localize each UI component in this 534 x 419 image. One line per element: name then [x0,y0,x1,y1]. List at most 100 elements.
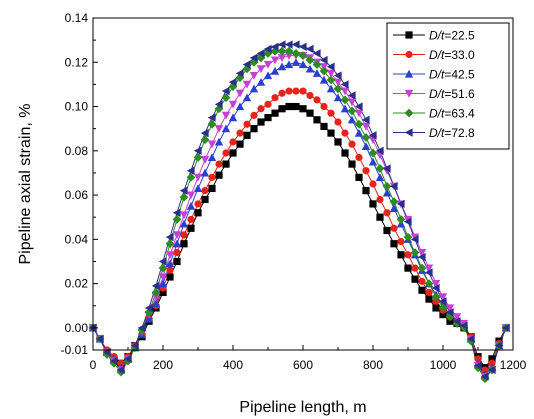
data-point [326,62,335,71]
legend-label: D/t=42.5 [429,68,475,82]
data-point [200,135,210,145]
series-markers [88,40,511,384]
data-point [277,40,286,49]
data-point [256,77,266,86]
x-tick-label: 200 [153,358,173,372]
y-tick-label: 0.10 [65,100,89,114]
data-point [312,49,321,58]
data-point [299,87,307,95]
y-tick-label: 0.00 [65,321,89,335]
data-point [480,372,489,381]
data-point [229,149,237,157]
data-point [242,64,252,74]
data-point [214,104,224,114]
data-point [438,297,447,306]
data-point [305,64,315,73]
data-point [369,180,377,188]
data-point [375,173,385,181]
data-point [284,40,293,49]
data-point [271,94,279,102]
data-point [431,283,440,293]
data-point [291,58,301,66]
data-point [242,80,252,89]
data-point [355,153,363,162]
data-point [375,146,384,155]
data-point [137,323,146,333]
data-point [222,160,230,168]
data-point [452,313,462,321]
data-point [193,184,203,193]
data-point [445,308,454,317]
data-point [144,303,153,313]
data-point [439,310,447,319]
data-point [333,71,342,80]
data-point [249,84,259,93]
data-point [438,303,448,313]
legend-label: D/t=33.0 [429,48,475,62]
data-point [389,182,398,191]
data-point [494,341,503,350]
data-point [383,226,391,235]
data-point [452,317,461,326]
data-point [242,93,252,102]
data-point [347,98,357,107]
data-point [418,277,426,285]
data-point [340,95,350,105]
data-point [200,128,209,138]
data-point [298,51,308,61]
data-point [270,56,280,65]
data-point [410,248,420,258]
data-point [284,46,294,56]
data-point [263,60,273,69]
y-axis-title: Pipeline axial strain, % [17,104,34,265]
data-point [319,66,329,76]
data-point [334,118,342,126]
data-point [207,119,217,129]
legend-label: D/t=72.8 [429,126,475,140]
data-point [249,57,259,67]
data-point [355,173,363,181]
data-point [193,153,203,162]
data-point [411,275,419,283]
legend-marker [404,128,413,137]
data-point [277,54,287,63]
data-point [347,91,356,100]
data-point [172,208,181,217]
data-point [397,237,405,246]
x-tick-label: 400 [223,358,243,372]
data-point [376,195,384,204]
data-point [298,60,308,69]
data-point [284,60,294,69]
data-point [214,100,223,109]
data-point [179,186,188,195]
data-point [417,252,426,262]
data-point [354,102,363,111]
data-point [229,138,237,146]
data-point [109,356,118,366]
data-point [417,263,427,273]
data-point [361,122,371,131]
data-point [207,153,217,162]
data-point [165,239,175,249]
data-point [243,131,251,139]
data-point [326,75,336,85]
data-point [277,62,287,71]
data-point [375,164,385,173]
legend-marker [405,31,413,39]
data-point [130,341,139,350]
data-point [257,118,265,126]
data-point [278,105,286,113]
legend-label: D/t=51.6 [429,87,475,101]
data-point [222,149,230,157]
data-point [424,268,433,277]
data-point [291,49,301,58]
data-point [334,138,342,146]
data-point [235,73,245,83]
data-point [382,181,392,191]
data-point [221,93,231,103]
data-point [207,113,216,122]
data-point [306,109,314,117]
data-point [235,89,245,98]
legend-box [386,22,510,150]
